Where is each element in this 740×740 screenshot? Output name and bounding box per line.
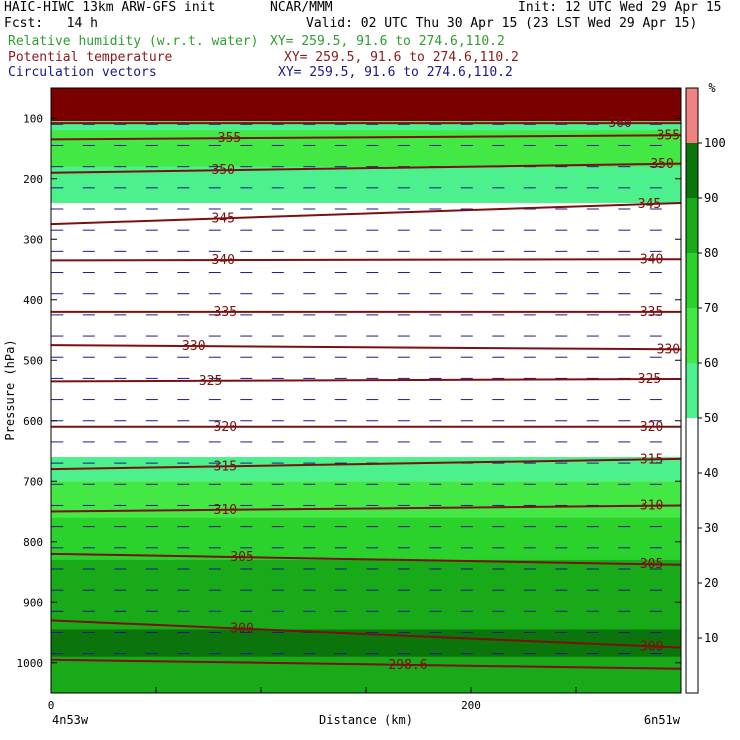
colorbar-swatch-60: [686, 308, 698, 363]
theta-contour-label: 315: [214, 459, 237, 474]
theta-contour-label: 325: [199, 374, 222, 389]
theta-contour-label: 350: [650, 157, 673, 172]
theta-contour-label: 305: [230, 550, 253, 565]
theta-contour-298-6: [50, 658, 682, 670]
colorbar-tick-label: 80: [704, 246, 718, 260]
header-forecast-hour: Fcst: 14 h: [4, 16, 98, 31]
y-tick-label: 100: [23, 112, 43, 125]
colorbar-outline: [685, 87, 699, 694]
rh-region-0: [51, 88, 681, 122]
y-axis-label: Pressure (hPa): [3, 339, 17, 440]
theta-contour-label: 330: [657, 342, 680, 357]
y-tick-label: 900: [23, 596, 43, 609]
theta-contour-label: 360: [608, 116, 631, 131]
colorbar-tick-label: 50: [704, 411, 718, 425]
legend-vector-label: Circulation vectors: [8, 65, 157, 80]
y-tick-label: 1000: [17, 657, 44, 670]
header-init-time: Init: 12 UTC Wed 29 Apr 15: [518, 0, 722, 15]
theta-contour-label: 340: [640, 252, 663, 267]
legend-theta-xy: XY= 259.5, 91.6 to 274.6,110.2: [284, 50, 519, 65]
theta-contour-label: 355: [657, 128, 680, 143]
rh-region-4: [51, 481, 681, 518]
y-tick-label: 300: [23, 233, 43, 246]
theta-contour-label: 345: [638, 197, 661, 212]
y-tick-label: 400: [23, 294, 43, 307]
colorbar-swatch-70: [686, 253, 698, 308]
colorbar-tick-label: 40: [704, 466, 718, 480]
colorbar-tick-label: 20: [704, 576, 718, 590]
colorbar-tick-label: 60: [704, 356, 718, 370]
header-valid-time: Valid: 02 UTC Thu 30 Apr 15 (23 LST Wed …: [306, 16, 698, 31]
x-endpoint-right: 6n51w: [644, 713, 681, 727]
theta-contour-label: 300: [640, 639, 663, 654]
theta-contour-label: 345: [211, 211, 234, 226]
y-tick-label: 200: [23, 173, 43, 186]
colorbar-tick-label: 10: [704, 631, 718, 645]
y-tick-label: 700: [23, 475, 43, 488]
theta-contour-340: [50, 258, 682, 262]
theta-contour-label: 330: [182, 339, 205, 354]
theta-contour-label: 350: [211, 163, 234, 178]
theta-contour-325: [50, 378, 682, 383]
theta-contour-330: [50, 344, 682, 351]
colorbar-tick-label: 90: [704, 191, 718, 205]
colorbar-swatch-50: [686, 363, 698, 418]
colorbar-swatch-100: [686, 88, 698, 143]
legend-rh-xy: XY= 259.5, 91.6 to 274.6,110.2: [270, 34, 505, 49]
legend-theta-label: Potential temperature: [8, 50, 173, 65]
theta-contour-label: 298.6: [388, 658, 427, 673]
colorbar-tick-label: 100: [704, 136, 726, 150]
legend-vector-xy: XY= 259.5, 91.6 to 274.6,110.2: [278, 65, 513, 80]
theta-contour-label: 300: [230, 622, 253, 637]
x-tick-label: 0: [48, 699, 55, 712]
colorbar-swatch-90: [686, 143, 698, 198]
x-tick-label: 200: [461, 699, 481, 712]
theta-contour-label: 320: [640, 420, 663, 435]
theta-contour-label: 325: [638, 372, 661, 387]
x-axis-label: Distance (km): [319, 713, 413, 727]
theta-contour-label: 305: [640, 557, 663, 572]
theta-contour-label: 315: [640, 452, 663, 467]
theta-contour-label: 310: [214, 503, 237, 518]
x-endpoint-left: 4n53w: [52, 713, 89, 727]
theta-contour-305: [50, 552, 682, 566]
colorbar-tick-label: 30: [704, 521, 718, 535]
theta-contour-label: 335: [214, 305, 237, 320]
legend-rh-label: Relative humidity (w.r.t. water): [8, 34, 259, 49]
colorbar-unit: %: [708, 81, 716, 95]
theta-contour-345: [50, 201, 682, 226]
theta-contour-label: 340: [211, 253, 234, 268]
theta-contour-label: 335: [640, 305, 663, 320]
theta-contour-300: [50, 619, 682, 649]
y-tick-label: 600: [23, 415, 43, 428]
theta-contour-315: [50, 457, 682, 471]
theta-contour-label: 320: [214, 420, 237, 435]
rh-region-6: [51, 559, 681, 693]
theta-contour-310: [50, 504, 682, 513]
theta-contour-355: [50, 134, 682, 141]
y-tick-label: 500: [23, 354, 43, 367]
theta-contour-label: 310: [640, 499, 663, 514]
theta-contour-350: [50, 162, 682, 174]
y-tick-label: 800: [23, 536, 43, 549]
header-org: NCAR/MMM: [270, 0, 333, 15]
colorbar-swatch-80: [686, 198, 698, 253]
header-model-title: HAIC-HIWC 13km ARW-GFS init: [4, 0, 216, 15]
theta-contour-label: 355: [218, 131, 241, 146]
colorbar-tick-label: 70: [704, 301, 718, 315]
